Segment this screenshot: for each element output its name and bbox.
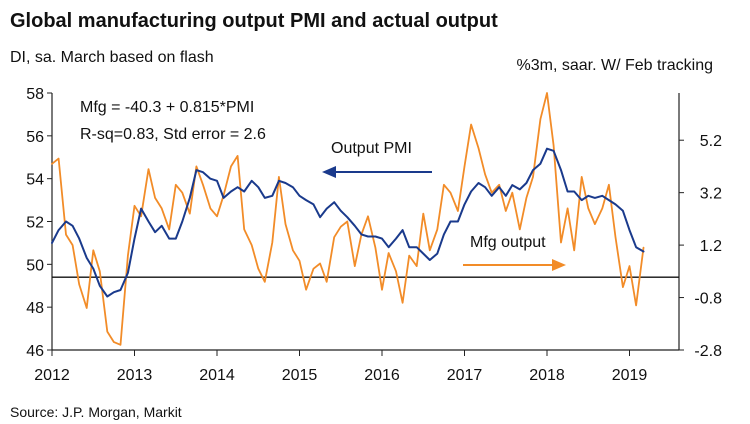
output-pmi-label: Output PMI: [331, 140, 412, 157]
mfg-output-line: [51, 92, 645, 346]
x-tick-label: 2012: [34, 367, 70, 384]
output-pmi-line: [51, 147, 645, 298]
right-axis-subtitle: %3m, saar. W/ Feb tracking: [516, 57, 713, 74]
output-pmi-arrow: [322, 166, 432, 178]
mfg-output-arrow: [463, 259, 566, 271]
x-tick-label: 2019: [612, 367, 648, 384]
right-tick-label: 1.2: [700, 238, 722, 255]
left-tick-label: 56: [26, 129, 44, 146]
left-tick-label: 58: [26, 86, 44, 103]
regression-equation: Mfg = -40.3 + 0.815*PMI: [80, 99, 254, 116]
left-tick-label: 50: [26, 257, 44, 274]
x-tick-label: 2013: [117, 367, 153, 384]
x-tick-label: 2014: [199, 367, 235, 384]
regression-stats: R-sq=0.83, Std error = 2.6: [80, 126, 266, 143]
x-tick-label: 2017: [447, 367, 483, 384]
x-tick-label: 2015: [282, 367, 318, 384]
left-tick-label: 52: [26, 215, 44, 232]
x-tick-label: 2016: [364, 367, 400, 384]
right-tick-label: 5.2: [700, 133, 722, 150]
right-tick-label: 3.2: [700, 186, 722, 203]
left-axis-subtitle: DI, sa. March based on flash: [10, 49, 214, 66]
axes: 46 48 50 52 54 56 58 -2.8 -0.8 1.2 3.2 5.2 2012 2013 2…: [26, 86, 722, 384]
right-tick-label: -0.8: [694, 291, 722, 308]
left-tick-label: 48: [26, 300, 44, 317]
chart-title: Global manufacturing output PMI and actu…: [10, 10, 498, 32]
series-layer: [51, 92, 645, 346]
source-note: Source: J.P. Morgan, Markit: [10, 404, 182, 420]
x-tick-label: 2018: [529, 367, 565, 384]
left-tick-label: 54: [26, 172, 44, 189]
right-tick-label: -2.8: [694, 343, 722, 360]
mfg-output-label: Mfg output: [470, 234, 546, 251]
left-tick-label: 46: [26, 343, 44, 360]
